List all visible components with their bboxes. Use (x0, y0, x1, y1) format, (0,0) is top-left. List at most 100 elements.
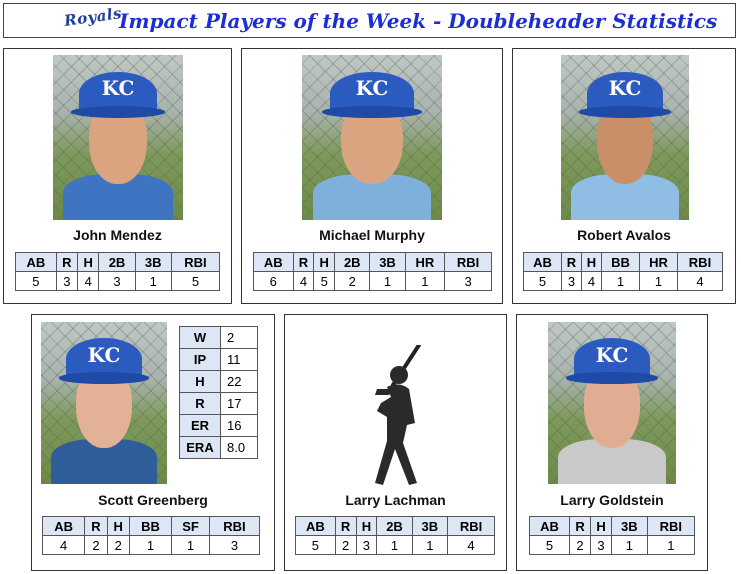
stat-header: SF (171, 516, 210, 536)
batting-stats-table: AB R H 2B 3B RBI 5 2 3 1 1 4 (295, 516, 495, 555)
stat-header: R (561, 252, 582, 272)
royals-logo: Royals (63, 4, 124, 30)
stat-header: AB (529, 516, 570, 536)
batting-stats-table: AB R H BB SF RBI 4 2 2 1 1 3 (41, 516, 261, 555)
batting-stats-table: AB R H 2B 3B RBI 5 3 4 3 1 5 (15, 252, 221, 291)
player-photo: KC (53, 55, 183, 220)
player-photo: KC (302, 55, 442, 220)
stat-header: R (292, 252, 315, 272)
player-name: Larry Lachman (345, 492, 446, 508)
stat-value: 1 (134, 271, 172, 291)
stat-value: 5 (15, 271, 57, 291)
stat-header: HR (638, 252, 678, 272)
stat-header: H (355, 516, 378, 536)
player-card-robert-avalos: KC Robert Avalos AB R H BB HR RBI 5 3 4 … (512, 48, 736, 304)
stat-header: HR (404, 252, 446, 272)
player-photo: KC (561, 55, 689, 220)
stat-value: 5 (522, 271, 563, 291)
stat-value: 2 (334, 271, 371, 291)
stat-value: 4 (447, 535, 495, 555)
stat-value: 1 (600, 271, 640, 291)
stat-value: 1 (369, 271, 406, 291)
stat-value: 5 (295, 535, 336, 555)
player-card-john-mendez: KC John Mendez AB R H 2B 3B RBI 5 3 4 3 … (3, 48, 232, 304)
stat-value: 1 (646, 535, 696, 555)
stat-header: 3B (611, 516, 648, 536)
stat-value: 6 (253, 271, 294, 291)
stat-header: 3B (369, 252, 406, 272)
stat-value: 1 (128, 535, 173, 555)
pitching-value: 22 (220, 370, 258, 393)
player-card-larry-goldstein: KC Larry Goldstein AB R H 3B RBI 5 2 3 1… (516, 314, 708, 571)
stat-header: H (106, 516, 130, 536)
stat-value: 3 (444, 271, 492, 291)
stat-header: RBI (208, 516, 261, 536)
pitching-label: R (179, 392, 221, 415)
stat-header: AB (522, 252, 563, 272)
player-photo: KC (41, 322, 167, 484)
stat-value: 2 (84, 535, 108, 555)
stat-header: 2B (98, 252, 136, 272)
stat-value: 1 (171, 535, 210, 555)
stat-value: 5 (313, 271, 336, 291)
stat-header: 3B (134, 252, 172, 272)
pitching-value: 16 (220, 414, 258, 437)
stat-header: RBI (646, 516, 696, 536)
player-name: Scott Greenberg (98, 492, 208, 508)
stat-header: AB (41, 516, 86, 536)
stat-header: 2B (334, 252, 371, 272)
pitching-label: W (179, 326, 221, 349)
pitching-label: IP (179, 348, 221, 371)
stat-value: 5 (529, 535, 570, 555)
batting-stats-table: AB R H BB HR RBI 5 3 4 1 1 4 (522, 252, 724, 291)
stat-header: RBI (676, 252, 724, 272)
page-header: Royals Impact Players of the Week - Doub… (3, 3, 736, 38)
stat-header: RBI (170, 252, 221, 272)
stat-value: 2 (334, 535, 357, 555)
player-name: Larry Goldstein (560, 492, 664, 508)
stat-value: 3 (55, 271, 79, 291)
stat-value: 1 (411, 535, 449, 555)
stat-header: RBI (444, 252, 492, 272)
stat-header: H (580, 252, 602, 272)
stat-header: AB (253, 252, 294, 272)
stat-value: 1 (404, 271, 446, 291)
player-photo: KC (548, 322, 676, 484)
pitching-value: 8.0 (220, 436, 258, 459)
stat-value: 4 (292, 271, 315, 291)
stat-header: 2B (376, 516, 413, 536)
batting-stats-table: AB R H 2B 3B HR RBI 6 4 5 2 1 1 3 (253, 252, 492, 291)
player-card-michael-murphy: KC Michael Murphy AB R H 2B 3B HR RBI 6 … (241, 48, 503, 304)
stat-value: 3 (355, 535, 378, 555)
stat-value: 4 (676, 271, 724, 291)
stat-value: 3 (590, 535, 613, 555)
player-name: John Mendez (73, 227, 162, 243)
stat-value: 1 (611, 535, 648, 555)
stat-header: H (590, 516, 613, 536)
pitching-label: ERA (179, 436, 221, 459)
stat-header: H (77, 252, 100, 272)
stat-header: R (568, 516, 592, 536)
stat-value: 2 (568, 535, 592, 555)
player-card-larry-lachman: Larry Lachman AB R H 2B 3B RBI 5 2 3 1 1… (284, 314, 507, 571)
batting-stats-table: AB R H 3B RBI 5 2 3 1 1 (529, 516, 696, 555)
stat-value: 1 (638, 271, 678, 291)
stat-value: 3 (98, 271, 136, 291)
stat-header: BB (600, 252, 640, 272)
stat-header: R (84, 516, 108, 536)
stat-value: 3 (208, 535, 261, 555)
player-name: Michael Murphy (319, 227, 425, 243)
pitching-value: 2 (220, 326, 258, 349)
stat-value: 3 (561, 271, 582, 291)
stat-header: R (55, 252, 79, 272)
stat-header: AB (15, 252, 57, 272)
stat-value: 4 (580, 271, 602, 291)
player-name: Robert Avalos (577, 227, 671, 243)
stat-header: R (334, 516, 357, 536)
stat-value: 5 (170, 271, 221, 291)
batter-silhouette-icon (375, 345, 421, 485)
pitching-value: 17 (220, 392, 258, 415)
stat-header: AB (295, 516, 336, 536)
page-title: Impact Players of the Week - Doubleheade… (119, 9, 718, 33)
